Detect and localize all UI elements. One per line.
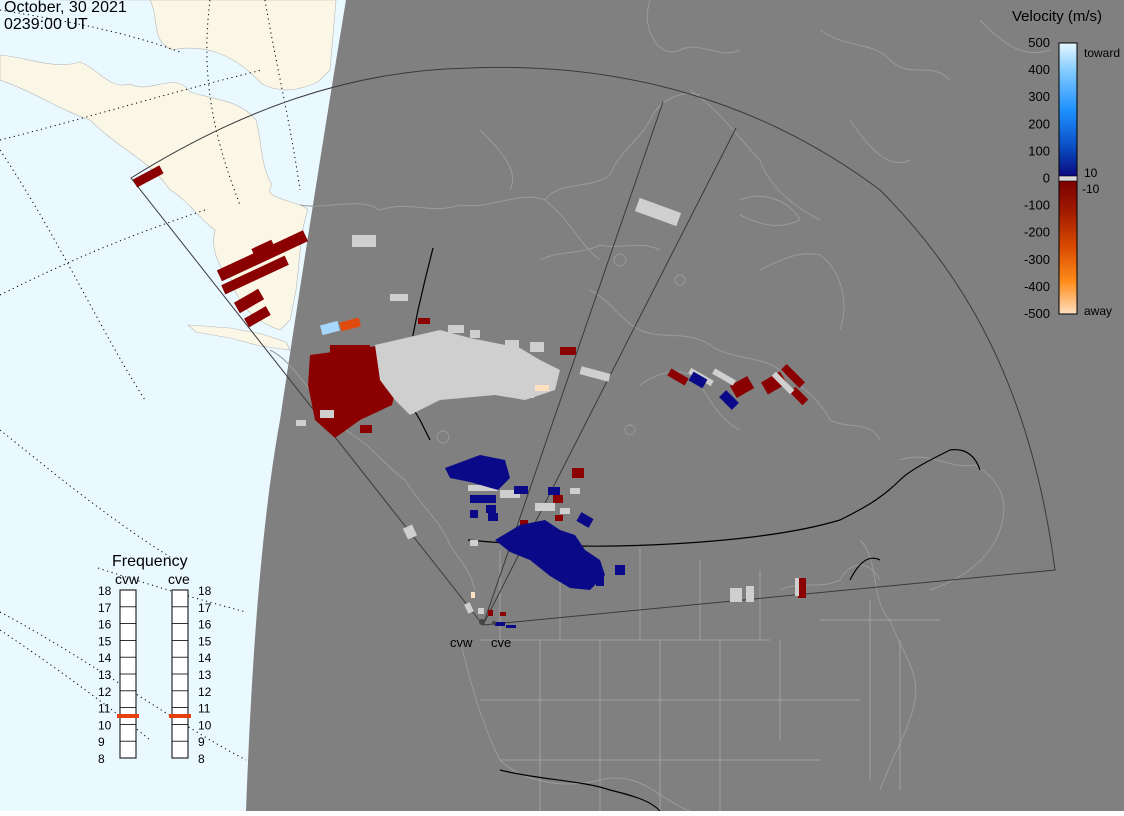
station-label-cve: cve (491, 635, 511, 650)
coastlines (269, 0, 1051, 812)
velocity-tick-label: -300 (1024, 252, 1050, 267)
frequency-panel: Frequency cvw cve 18 17 16 15 14 13 12 11 10 9 8 18… (98, 553, 212, 766)
frequency-tick-label: 11 (98, 702, 111, 716)
velocity-tick-label: 500 (1028, 35, 1050, 50)
sunlit-land-aleutians (187, 324, 291, 351)
frequency-tick-label: 15 (98, 634, 112, 648)
sunlit-land-siberia (0, 0, 337, 331)
frequency-tick-label: 9 (98, 735, 105, 749)
frequency-tick-label: 15 (198, 634, 212, 648)
graticule (0, 0, 301, 761)
radar-sites (479, 619, 496, 625)
velocity-tick-label: -500 (1024, 306, 1050, 321)
frequency-marker (117, 714, 139, 718)
legend-ten-label: 10 (1084, 166, 1098, 180)
frequency-tick-label: 8 (98, 752, 105, 766)
velocity-tick-label: 200 (1028, 116, 1050, 131)
frequency-tick-label: 10 (198, 718, 212, 732)
frequency-tick-label: 16 (198, 618, 212, 632)
frequency-tick-label: 13 (98, 668, 112, 682)
legend-minus-ten-label: -10 (1082, 182, 1100, 196)
frequency-tick-label: 17 (198, 601, 212, 615)
velocity-zero-band (1058, 175, 1078, 182)
velocity-cells-toward (445, 371, 739, 628)
velocity-tick-label: 400 (1028, 62, 1050, 77)
frequency-tick-label: 12 (198, 685, 212, 699)
velocity-tick-label: -400 (1024, 279, 1050, 294)
time-label: 0239:00 UT (4, 16, 88, 33)
velocity-tick-label: -100 (1024, 198, 1050, 213)
frequency-tick-label: 9 (198, 735, 205, 749)
frequency-tick-label: 17 (98, 601, 112, 615)
frequency-tick-label: 14 (98, 651, 112, 665)
station-label-cvw: cvw (450, 635, 473, 650)
velocity-tick-label: -200 (1024, 225, 1050, 240)
velocity-tick-label: 100 (1028, 143, 1050, 158)
frequency-label-cve: cve (168, 571, 190, 587)
velocity-tick-label: 300 (1028, 89, 1050, 104)
lakes (436, 253, 686, 444)
frequency-marker (169, 714, 191, 718)
frequency-tick-label: 16 (98, 618, 112, 632)
frequency-title: Frequency (112, 553, 188, 570)
legend-away-label: away (1084, 304, 1112, 318)
frequency-tick-label: 18 (198, 584, 212, 598)
velocity-legend-title: Velocity (m/s) (1012, 8, 1102, 25)
frequency-tick-label: 13 (198, 668, 212, 682)
frequency-tick-label: 14 (198, 651, 212, 665)
date-label: October, 30 2021 (4, 0, 127, 16)
frequency-tick-label: 18 (98, 584, 112, 598)
state-boundaries (480, 548, 940, 811)
frequency-tick-label: 10 (98, 718, 112, 732)
velocity-cells-grey (296, 197, 799, 614)
frequency-label-cvw: cvw (115, 571, 140, 587)
night-side (246, 0, 1124, 811)
velocity-tick-label: 0 (1043, 171, 1050, 186)
frequency-tick-label: 11 (198, 702, 211, 716)
frequency-tick-label: 8 (198, 752, 205, 766)
velocity-legend: Velocity (m/s) 500 400 300 200 100 0 -100 -200 -… (1012, 8, 1120, 321)
legend-toward-label: toward (1084, 46, 1120, 60)
velocity-cells-special (320, 317, 549, 598)
frequency-tick-label: 12 (98, 685, 112, 699)
